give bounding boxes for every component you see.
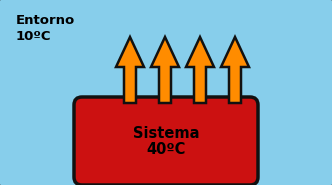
Polygon shape xyxy=(221,37,249,103)
Text: Entorno: Entorno xyxy=(16,14,75,27)
Text: 10ºC: 10ºC xyxy=(16,30,51,43)
Polygon shape xyxy=(151,37,179,103)
FancyBboxPatch shape xyxy=(74,97,258,185)
Polygon shape xyxy=(116,37,144,103)
Polygon shape xyxy=(186,37,214,103)
Text: Sistema: Sistema xyxy=(133,125,199,140)
Text: 40ºC: 40ºC xyxy=(146,142,186,157)
